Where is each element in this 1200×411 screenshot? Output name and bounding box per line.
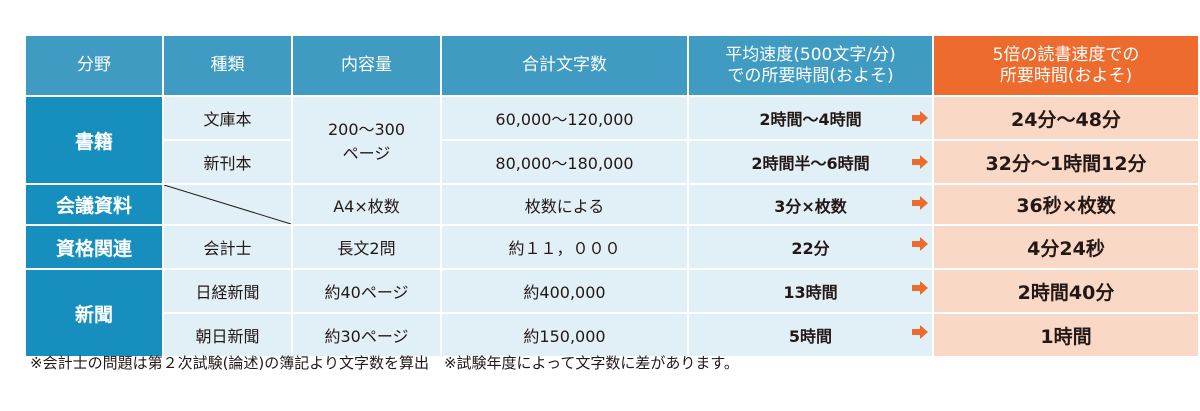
- cell-text: 32分～1時間12分: [985, 152, 1147, 175]
- table-cell-total: 約１１，０００: [442, 226, 687, 268]
- header-type: 種類: [164, 36, 291, 95]
- cell-text: 2時間～4時間: [759, 110, 862, 129]
- cell-text: 長文2問: [337, 239, 396, 258]
- cell-text: 約30ページ: [324, 327, 409, 346]
- table-cell-type: 文庫本: [164, 97, 291, 139]
- table-cell-avg-time: 22分: [689, 226, 932, 268]
- header-avg-time: 平均速度(500文字/分) での所要時間(およそ): [689, 36, 932, 95]
- table-cell-books-volume: 200～300 ページ: [293, 97, 440, 183]
- table-cell-total: 約400,000: [442, 270, 687, 312]
- category-meeting: 会議資料: [26, 185, 162, 224]
- cell-text: 13時間: [783, 283, 838, 302]
- cell-text: 80,000～180,000: [495, 154, 634, 173]
- diagonal-line: [164, 185, 291, 224]
- cell-text: 日経新聞: [195, 283, 260, 302]
- header-type-label: 種類: [210, 55, 245, 76]
- cell-text: 約400,000: [523, 283, 606, 302]
- cell-text: 22分: [791, 239, 830, 258]
- table-cell-avg-time: 13時間: [689, 270, 932, 312]
- table-cell-fast-time: 2時間40分: [934, 270, 1198, 312]
- header-field-label: 分野: [77, 55, 111, 76]
- header-total-chars: 合計文字数: [442, 36, 687, 95]
- table-cell-type: 日経新聞: [164, 270, 291, 312]
- cell-text: 4分24秒: [1027, 237, 1105, 260]
- arrow-right-icon: [912, 155, 928, 169]
- cell-text: 2時間40分: [1017, 281, 1115, 304]
- cell-text: 5時間: [788, 327, 833, 346]
- footnote: ※会計士の問題は第２次試験(論述)の簿記より文字数を算出 ※試験年度によって文字…: [30, 354, 739, 372]
- table-cell-volume: 約30ページ: [293, 314, 440, 356]
- arrow-right-icon: [912, 237, 928, 251]
- table-cell-type: 新刊本: [164, 141, 291, 183]
- category-newspaper-label: 新聞: [74, 303, 113, 326]
- header-field: 分野: [26, 36, 162, 95]
- table-cell-avg-time: 2時間～4時間: [689, 97, 932, 139]
- header-fast-time-line1: 5倍の読書速度での: [992, 45, 1140, 66]
- table-cell-fast-time: 32分～1時間12分: [934, 141, 1198, 183]
- cell-text: 60,000～120,000: [495, 110, 634, 129]
- table-cell-fast-time: 36秒×枚数: [934, 185, 1198, 224]
- header-volume: 内容量: [293, 36, 440, 95]
- table-cell-avg-time: 5時間: [689, 314, 932, 356]
- cell-text: 約40ページ: [324, 283, 409, 302]
- cell-text: 1時間: [1040, 325, 1092, 348]
- books-volume-line1: 200～300: [327, 120, 406, 139]
- reading-time-table: 分野 種類 内容量 合計文字数 平均速度(500文字/分) での所要時間(およそ…: [26, 36, 1198, 356]
- table-cell-type: 朝日新聞: [164, 314, 291, 356]
- table-cell-total: 60,000～120,000: [442, 97, 687, 139]
- arrow-right-icon: [912, 196, 928, 210]
- category-newspaper: 新聞: [26, 270, 162, 356]
- header-fast-time-line2: 所要時間(およそ): [999, 65, 1133, 86]
- table-cell-total: 80,000～180,000: [442, 141, 687, 183]
- cell-text: 朝日新聞: [195, 327, 260, 346]
- category-qualification: 資格関連: [26, 226, 162, 268]
- category-qualification-label: 資格関連: [55, 237, 132, 260]
- cell-text: 約１１，０００: [508, 239, 621, 258]
- header-total-chars-label: 合計文字数: [522, 55, 607, 76]
- table-cell-type-empty: [164, 185, 291, 224]
- header-avg-time-line1: 平均速度(500文字/分): [725, 45, 896, 66]
- cell-text: 約150,000: [523, 327, 606, 346]
- header-avg-time-line2: での所要時間(およそ): [727, 65, 894, 86]
- arrow-right-icon: [912, 325, 928, 339]
- table-cell-fast-time: 4分24秒: [934, 226, 1198, 268]
- cell-text: A4×枚数: [333, 196, 400, 216]
- table-cell-avg-time: 2時間半～6時間: [689, 141, 932, 183]
- table-cell-volume: 長文2問: [293, 226, 440, 268]
- cell-text: 枚数による: [524, 196, 605, 216]
- cell-text: 24分～48分: [1011, 108, 1121, 131]
- table-cell-fast-time: 24分～48分: [934, 97, 1198, 139]
- arrow-right-icon: [912, 111, 928, 125]
- table-cell-volume: A4×枚数: [293, 185, 440, 224]
- table-cell-fast-time: 1時間: [934, 314, 1198, 356]
- cell-text: 3分×枚数: [774, 196, 847, 216]
- table-cell-total: 約150,000: [442, 314, 687, 356]
- table-cell-avg-time: 3分×枚数: [689, 185, 932, 224]
- category-meeting-label: 会議資料: [55, 195, 132, 217]
- table-cell-type: 会計士: [164, 226, 291, 268]
- table-cell-total: 枚数による: [442, 185, 687, 224]
- books-volume-line2: ページ: [342, 144, 391, 163]
- cell-text: 会計士: [203, 239, 252, 258]
- header-fast-time: 5倍の読書速度での 所要時間(およそ): [934, 36, 1198, 95]
- category-books: 書籍: [26, 97, 162, 183]
- arrow-right-icon: [912, 281, 928, 295]
- cell-text: 文庫本: [203, 110, 252, 129]
- cell-text: 2時間半～6時間: [751, 154, 870, 173]
- header-volume-label: 内容量: [341, 55, 392, 76]
- cell-text: 36秒×枚数: [1016, 195, 1116, 217]
- category-books-label: 書籍: [74, 130, 113, 153]
- cell-text: 新刊本: [203, 154, 252, 173]
- table-cell-volume: 約40ページ: [293, 270, 440, 312]
